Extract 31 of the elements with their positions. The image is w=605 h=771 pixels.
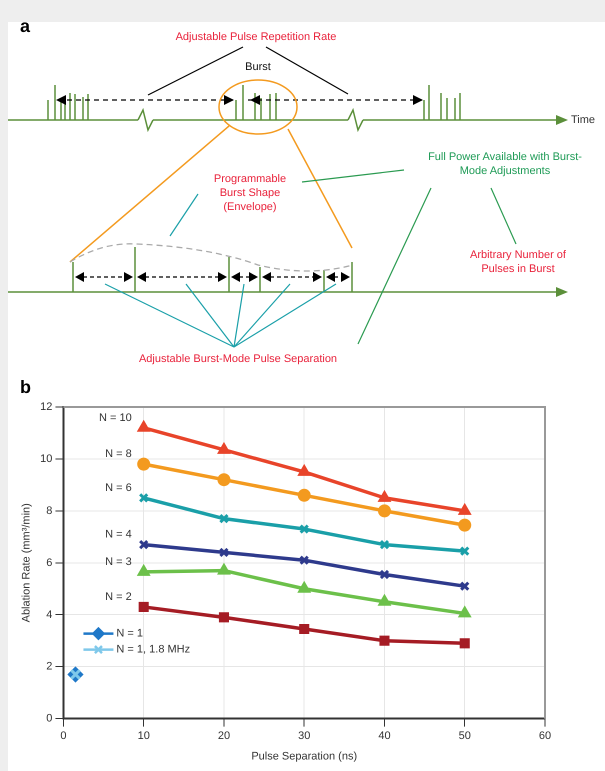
series-label: N = 10 bbox=[98, 412, 132, 424]
text: a bbox=[20, 16, 30, 37]
series-label: N = 6 bbox=[105, 482, 132, 494]
text: Burst bbox=[244, 60, 272, 74]
text: Time bbox=[570, 113, 596, 127]
text: Adjustable Pulse Repetition Rate bbox=[174, 30, 338, 44]
x-tick-label: 0 bbox=[60, 730, 66, 742]
text: Adjustable Burst-Mode Pulse Separation bbox=[138, 352, 338, 366]
series-label: N = 2 bbox=[105, 590, 132, 603]
chart-title: b bbox=[20, 377, 31, 398]
x-tick-label: 60 bbox=[538, 730, 552, 742]
series-label: N = 8 bbox=[105, 448, 132, 460]
y-tick-label: 8 bbox=[46, 504, 52, 517]
y-axis-title: Ablation Rate (mm³/min) bbox=[20, 503, 33, 622]
y-tick-label: 12 bbox=[40, 401, 52, 414]
legend-label: N = 1 bbox=[116, 628, 144, 640]
legend-label: N = 1, 1.8 MHz bbox=[116, 644, 190, 656]
y-tick-label: 4 bbox=[46, 608, 52, 621]
series-label: N = 4 bbox=[105, 528, 132, 541]
series-label: N = 3 bbox=[105, 556, 132, 568]
x-tick-label: 20 bbox=[218, 730, 230, 742]
y-tick-label: 0 bbox=[46, 712, 52, 725]
text: Full Power Available with Burst-Mode Adjustments bbox=[427, 150, 583, 178]
y-tick-label: 10 bbox=[40, 452, 52, 465]
x-tick-label: 10 bbox=[138, 730, 150, 742]
x-tick-label: 50 bbox=[458, 730, 471, 742]
y-tick-label: 2 bbox=[46, 660, 52, 673]
x-tick-label: 40 bbox=[378, 730, 391, 742]
x-axis-title: Pulse Separation (ns) bbox=[251, 750, 358, 762]
y-tick-label: 6 bbox=[46, 556, 52, 569]
x-tick-label: 30 bbox=[298, 730, 310, 742]
